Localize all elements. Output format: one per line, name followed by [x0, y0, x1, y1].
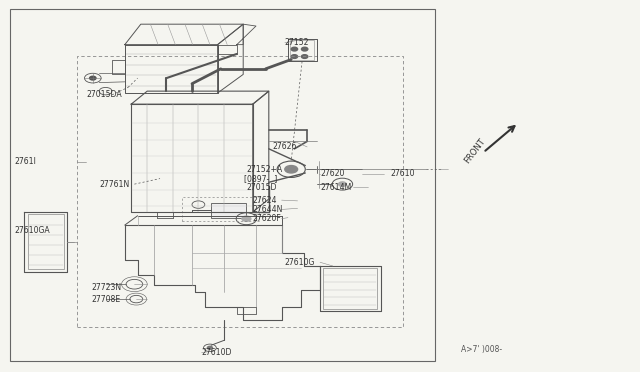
Bar	[323, 268, 377, 309]
Circle shape	[90, 76, 96, 80]
Text: 27152+A: 27152+A	[246, 165, 282, 174]
Text: 27015D: 27015D	[246, 183, 277, 192]
Bar	[211, 203, 246, 218]
Text: FRONT: FRONT	[462, 137, 486, 166]
Text: 27152: 27152	[285, 38, 309, 47]
Text: 27708E: 27708E	[92, 295, 121, 304]
Text: 27624: 27624	[253, 196, 277, 205]
Circle shape	[291, 47, 298, 51]
Circle shape	[207, 346, 212, 349]
Circle shape	[301, 47, 308, 51]
Text: 27610GA: 27610GA	[14, 226, 50, 235]
Circle shape	[339, 182, 346, 186]
Bar	[10, 9, 435, 361]
Text: 2761I: 2761I	[14, 157, 36, 166]
Text: 27610: 27610	[390, 169, 415, 178]
Text: 27610D: 27610D	[202, 348, 232, 357]
Bar	[77, 56, 403, 327]
Text: 27015DA: 27015DA	[86, 90, 122, 99]
Circle shape	[291, 55, 298, 58]
Text: 27614M: 27614M	[320, 183, 351, 192]
Text: 27610G: 27610G	[285, 258, 315, 267]
Circle shape	[242, 216, 251, 221]
Text: [0897-  ]: [0897- ]	[244, 174, 278, 183]
Bar	[182, 197, 259, 221]
Text: 27761N: 27761N	[99, 180, 129, 189]
Circle shape	[285, 166, 298, 173]
Circle shape	[301, 55, 308, 58]
Text: A>7' )008-: A>7' )008-	[461, 345, 502, 354]
Bar	[290, 40, 314, 60]
Text: 27626: 27626	[272, 142, 296, 151]
Text: 27644N: 27644N	[253, 205, 283, 214]
Text: 27620: 27620	[320, 169, 344, 178]
Bar	[28, 214, 64, 269]
Text: 27723N: 27723N	[92, 283, 122, 292]
Text: 27620F: 27620F	[253, 214, 282, 223]
